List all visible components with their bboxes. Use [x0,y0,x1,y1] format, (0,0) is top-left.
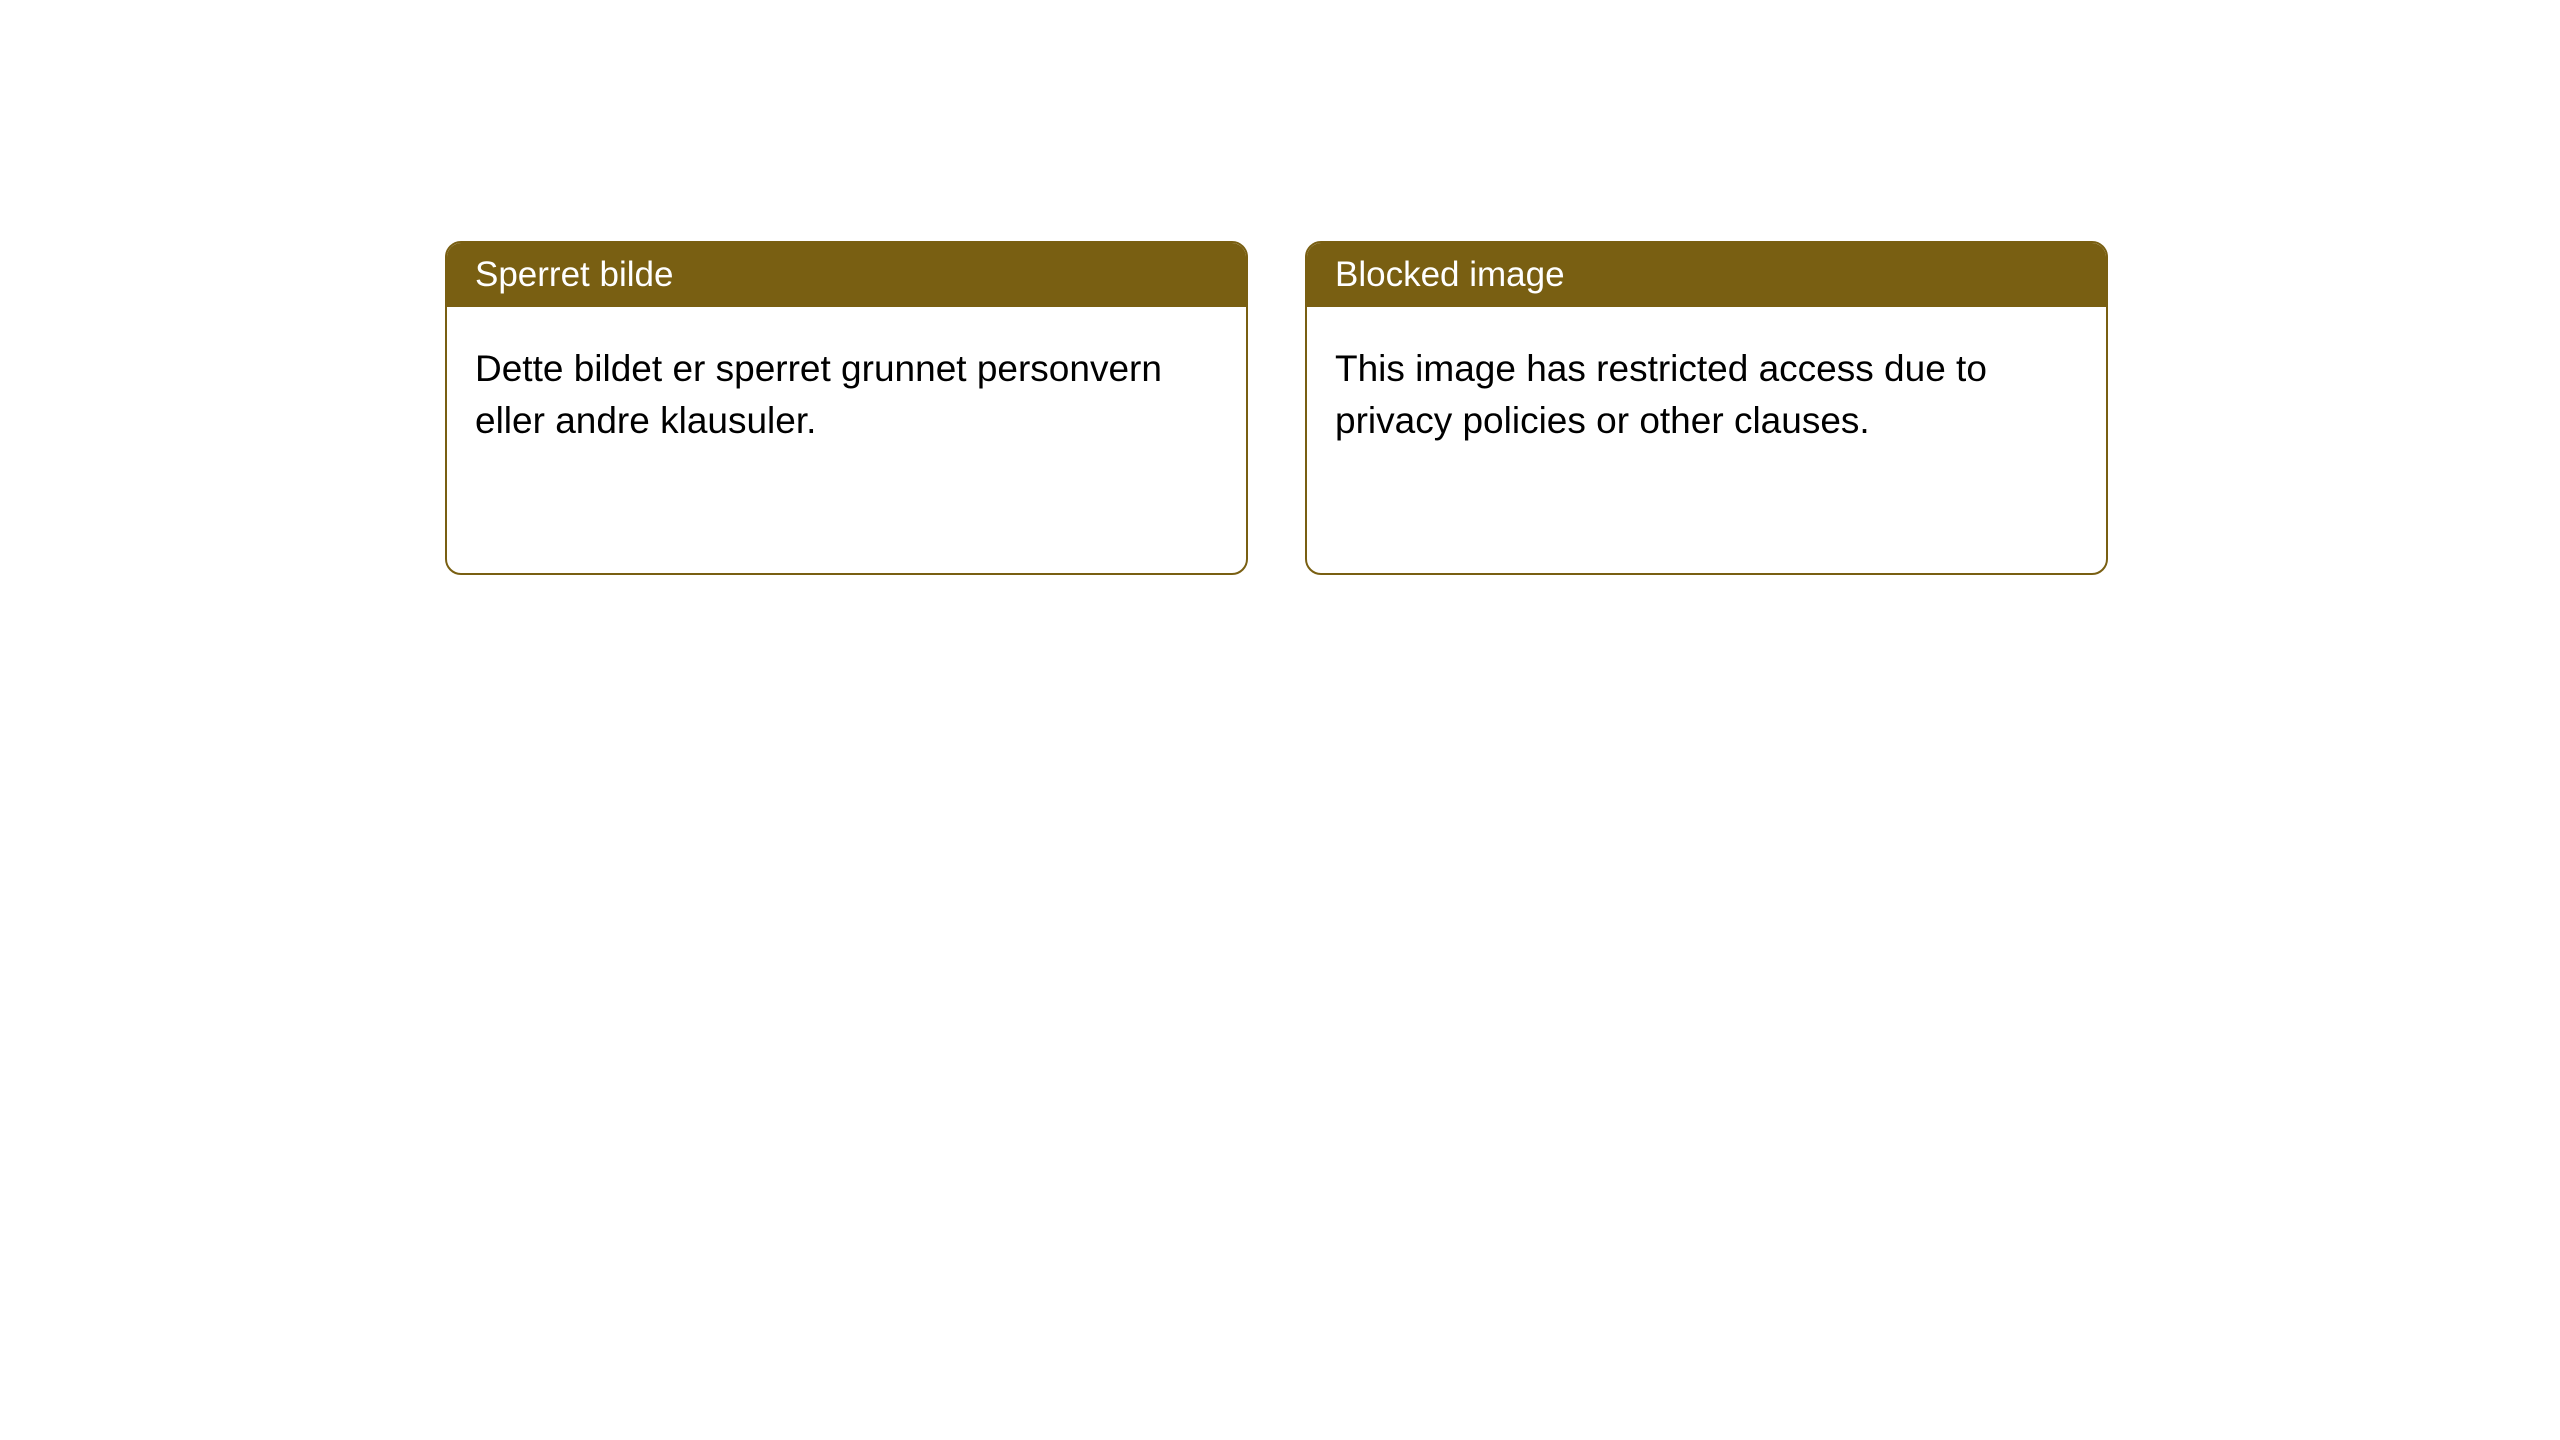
notice-card-english: Blocked image This image has restricted … [1305,241,2108,575]
notice-body-english: This image has restricted access due to … [1307,307,2106,483]
notice-body-norwegian: Dette bildet er sperret grunnet personve… [447,307,1246,483]
notice-cards-container: Sperret bilde Dette bildet er sperret gr… [445,241,2108,575]
notice-card-norwegian: Sperret bilde Dette bildet er sperret gr… [445,241,1248,575]
notice-header-norwegian: Sperret bilde [447,243,1246,307]
notice-header-english: Blocked image [1307,243,2106,307]
